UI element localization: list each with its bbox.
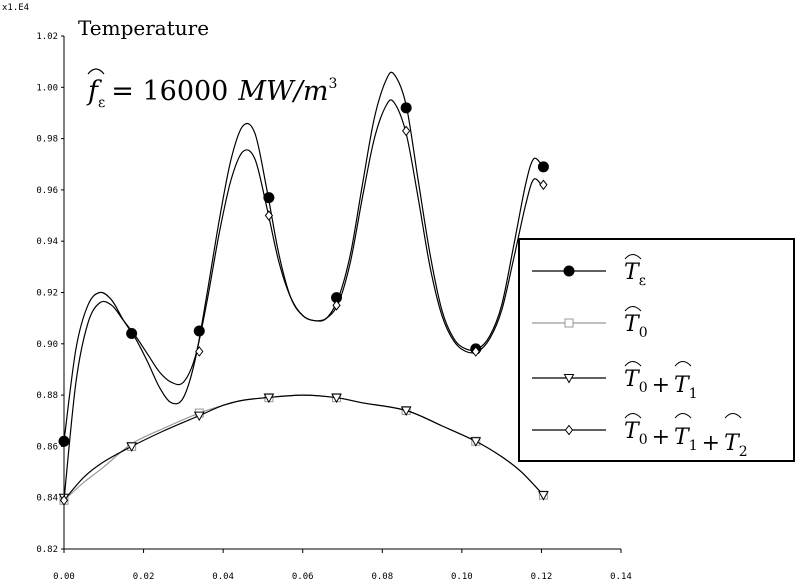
data-point — [470, 437, 482, 447]
y-tick-label: 0.94 — [36, 237, 58, 247]
legend-hat-icon — [724, 413, 742, 419]
data-point — [263, 393, 275, 404]
y-tick-label: 0.92 — [36, 289, 58, 299]
legend-symbol: T — [624, 419, 641, 444]
data-point — [126, 328, 138, 340]
data-point — [471, 346, 480, 357]
power-density-annotation: fε = 16000 MW/m3 — [86, 68, 337, 111]
annotation-subscript: ε — [98, 95, 105, 111]
data-point — [402, 125, 411, 137]
x-tick-label: 0.08 — [371, 572, 393, 582]
legend-subscript: 1 — [689, 438, 698, 454]
series-line — [63, 394, 544, 501]
axis-scale-label: x1.E4 — [2, 3, 29, 13]
x-tick-label: 0.14 — [610, 572, 632, 582]
data-point — [538, 491, 549, 501]
y-tick-label: 0.96 — [36, 186, 58, 196]
legend-box — [518, 238, 795, 462]
x-tick-label: 0.12 — [531, 572, 553, 582]
legend-marker — [564, 424, 574, 436]
legend-entry-2: T0 — [532, 306, 648, 341]
series-line — [63, 71, 542, 442]
legend-subscript: 0 — [639, 325, 648, 341]
y-tick-label: 1.00 — [36, 83, 58, 93]
y-axis-ticks: 0.82 0.84 0.86 0.88 0.90 0.92 0.94 0.96 0.98 1.00… — [36, 32, 64, 555]
data-point — [332, 300, 341, 311]
legend-symbol: T — [724, 431, 741, 456]
annotation-equals-value: = 16000 — [111, 76, 228, 107]
legend-hat-icon — [624, 254, 642, 260]
legend-marker — [564, 318, 574, 328]
data-point — [193, 411, 205, 422]
legend-label: T0 + T1 — [624, 367, 698, 402]
y-tick-label: 0.90 — [36, 340, 58, 350]
x-tick-label: 0.06 — [292, 572, 314, 582]
legend-label: T0 + T1 + T2 — [624, 419, 748, 460]
y-tick-label: 0.88 — [36, 391, 58, 401]
legend-marker — [563, 265, 575, 277]
annotation-hat-icon — [87, 68, 105, 75]
legend-entry-4: T0 + T1 + T2 — [532, 413, 748, 460]
y-tick-label: 0.98 — [36, 135, 58, 145]
data-point — [193, 325, 205, 337]
data-point — [58, 435, 70, 447]
y-tick-label: 0.86 — [36, 442, 58, 452]
data-point — [126, 442, 137, 452]
chart-title: Temperature — [78, 16, 209, 40]
x-axis-ticks: 0.00 0.02 0.04 0.06 0.08 0.10 0.12 0.14 — [53, 549, 632, 582]
series-1 — [58, 71, 549, 447]
x-tick-label: 0.04 — [212, 572, 234, 582]
legend-entry-3: T0 + T1 — [532, 361, 698, 402]
x-tick-label: 0.10 — [451, 572, 473, 582]
legend-symbol: T — [624, 312, 641, 337]
data-point — [263, 192, 275, 204]
series-4 — [59, 99, 548, 506]
legend-subscript: ε — [639, 273, 646, 289]
legend-symbol: T — [624, 260, 641, 285]
x-tick-label: 0.00 — [53, 572, 75, 582]
y-tick-label: 1.02 — [36, 32, 58, 42]
legend-symbol: T — [624, 367, 641, 392]
data-point — [59, 494, 69, 506]
data-point — [537, 161, 549, 173]
legend-hat-icon — [674, 361, 692, 367]
legend-hat-icon — [624, 306, 642, 312]
y-tick-label: 0.84 — [36, 494, 58, 504]
series-line — [63, 99, 542, 501]
series-group — [58, 71, 549, 506]
legend-symbol: T — [674, 425, 691, 450]
legend-hat-icon — [624, 413, 642, 419]
data-point — [264, 210, 274, 221]
legend-subscript: 1 — [689, 386, 698, 402]
data-point — [331, 393, 342, 404]
legend-hat-icon — [624, 361, 642, 367]
legend-marker — [563, 374, 575, 384]
legend-subscript: 0 — [639, 380, 648, 396]
data-point — [400, 406, 412, 417]
y-tick-label: 0.82 — [36, 545, 58, 555]
legend-subscript: 0 — [639, 432, 648, 448]
data-point — [400, 102, 412, 114]
legend-label: Tε — [624, 260, 646, 289]
legend-symbol: T — [674, 373, 691, 398]
x-tick-label: 0.02 — [133, 572, 155, 582]
annotation-unit-exponent: 3 — [328, 76, 337, 92]
legend-label: T0 — [624, 312, 648, 341]
legend-subscript: 2 — [739, 444, 748, 460]
series-3 — [58, 393, 549, 504]
legend-hat-icon — [674, 413, 692, 419]
annotation-unit: MW/m — [237, 76, 328, 107]
data-point — [539, 179, 548, 191]
legend-entry-1: Tε — [532, 254, 646, 289]
data-point — [195, 346, 204, 357]
